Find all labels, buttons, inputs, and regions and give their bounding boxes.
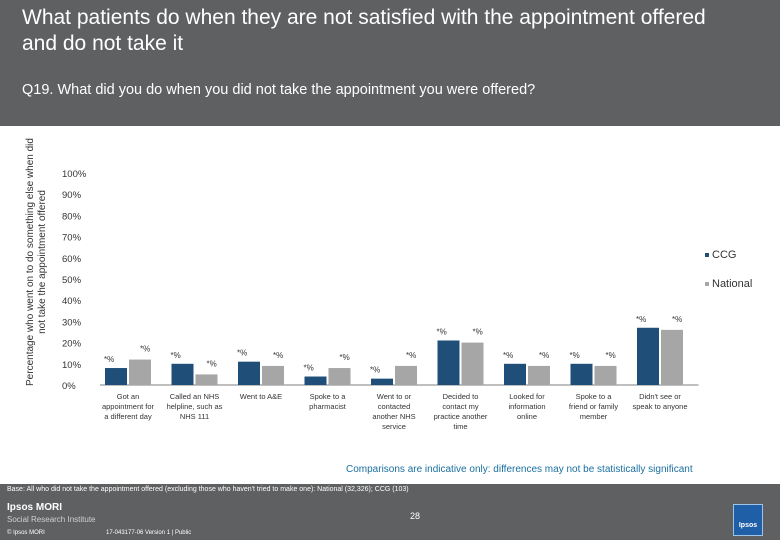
bar-ccg-7: [570, 363, 593, 385]
page-number: 28: [410, 511, 421, 521]
data-label-ccg-3: *%: [304, 364, 314, 373]
bar-national-4: [395, 365, 417, 385]
data-label-national-3: *%: [340, 353, 350, 362]
comparison-note: Comparisons are indicative only: differe…: [346, 464, 693, 475]
bar-ccg-2: [238, 361, 260, 385]
category-label-0: appointment for: [102, 402, 155, 411]
footer-band: [0, 484, 780, 540]
data-label-national-5: *%: [473, 328, 483, 337]
category-label-4: contacted: [378, 402, 411, 411]
category-label-0: a different day: [104, 412, 152, 421]
data-label-ccg-8: *%: [636, 315, 646, 324]
y-tick-label: 70%: [62, 233, 82, 244]
bar-national-8: [661, 329, 683, 385]
y-tick-label: 30%: [62, 317, 82, 328]
category-label-8: Didn't see or: [639, 392, 681, 401]
data-label-national-7: *%: [606, 351, 616, 360]
category-label-4: service: [382, 422, 406, 431]
bar-national-3: [328, 368, 351, 385]
legend-ccg: CCG: [705, 249, 736, 261]
bar-national-1: [195, 374, 218, 385]
job-reference: 17-043177-06 Version 1 | Public: [106, 530, 192, 536]
bar-national-6: [528, 365, 550, 385]
data-label-national-8: *%: [672, 315, 682, 324]
category-label-4: another NHS: [372, 412, 415, 421]
data-label-ccg-1: *%: [171, 351, 181, 360]
legend-swatch-ccg: [705, 253, 709, 258]
bar-ccg-3: [304, 376, 327, 385]
ipsos-mori-logo-text: Ipsos MORI: [7, 502, 63, 513]
data-label-national-4: *%: [406, 351, 416, 360]
y-tick-label: 50%: [62, 275, 82, 286]
bar-ccg-5: [437, 340, 460, 385]
category-label-6: information: [508, 402, 545, 411]
category-label-3: Spoke to a: [310, 392, 347, 401]
data-label-ccg-4: *%: [370, 366, 380, 375]
legend-label-ccg: CCG: [712, 249, 737, 261]
y-tick-label: 20%: [62, 339, 82, 350]
bar-ccg-1: [171, 363, 194, 385]
bar-ccg-0: [105, 368, 127, 385]
data-label-national-6: *%: [539, 351, 549, 360]
data-label-ccg-0: *%: [104, 355, 114, 364]
category-label-4: Went to or: [377, 392, 412, 401]
legend-label-national: National: [712, 278, 753, 290]
bar-ccg-6: [504, 363, 526, 385]
bar-national-2: [262, 365, 284, 385]
category-label-5: time: [453, 422, 467, 431]
bar-national-0: [129, 359, 151, 385]
data-label-ccg-6: *%: [503, 351, 513, 360]
data-label-national-0: *%: [140, 345, 150, 354]
category-label-0: Got an: [117, 392, 140, 401]
sri-logo-text: Social Research Institute: [7, 515, 96, 524]
data-label-ccg-5: *%: [437, 327, 447, 336]
category-label-8: speak to anyone: [632, 402, 687, 411]
y-tick-label: 40%: [62, 296, 82, 307]
copyright-text: © Ipsos MORI: [7, 530, 45, 536]
ipsos-logo: Ipsos: [733, 504, 763, 536]
category-label-5: practice another: [434, 412, 488, 421]
category-label-3: pharmacist: [309, 402, 347, 411]
category-label-1: helpline, such as: [167, 402, 223, 411]
category-label-1: NHS 111: [180, 412, 209, 421]
data-label-ccg-2: *%: [237, 349, 247, 358]
y-tick-label: 100%: [62, 169, 87, 180]
y-tick-label: 0%: [62, 381, 76, 392]
category-label-7: member: [580, 412, 608, 421]
data-label-national-1: *%: [207, 359, 217, 368]
category-label-7: friend or family: [569, 402, 618, 411]
category-label-7: Spoke to a: [576, 392, 613, 401]
data-label-national-2: *%: [273, 351, 283, 360]
category-label-1: Called an NHS: [170, 392, 220, 401]
y-tick-label: 10%: [62, 360, 82, 371]
legend-national: National: [705, 278, 752, 290]
bar-national-7: [594, 365, 617, 385]
category-label-2: Went to A&E: [240, 392, 282, 401]
legend-swatch-national: [705, 282, 709, 287]
base-text: Base: All who did not take the appointme…: [7, 486, 409, 493]
bar-national-5: [461, 342, 484, 385]
header-band: [0, 0, 780, 126]
question-text: Q19. What did you do when you did not ta…: [22, 82, 536, 98]
category-label-5: contact my: [442, 402, 479, 411]
bar-ccg-4: [371, 378, 393, 385]
y-tick-label: 90%: [62, 190, 82, 201]
category-label-6: online: [517, 412, 537, 421]
data-label-ccg-7: *%: [570, 351, 580, 360]
y-tick-label: 60%: [62, 254, 82, 265]
page-title: What patients do when they are not satis…: [22, 6, 706, 55]
bar-chart: 0% 10% 20% 30% 40% 50% 60% 70% 80% 90% 100% *% *% Got…: [62, 169, 699, 431]
y-tick-label: 80%: [62, 211, 82, 222]
category-label-6: Looked for: [509, 392, 545, 401]
category-label-5: Decided to: [443, 392, 479, 401]
bar-ccg-8: [637, 327, 659, 385]
